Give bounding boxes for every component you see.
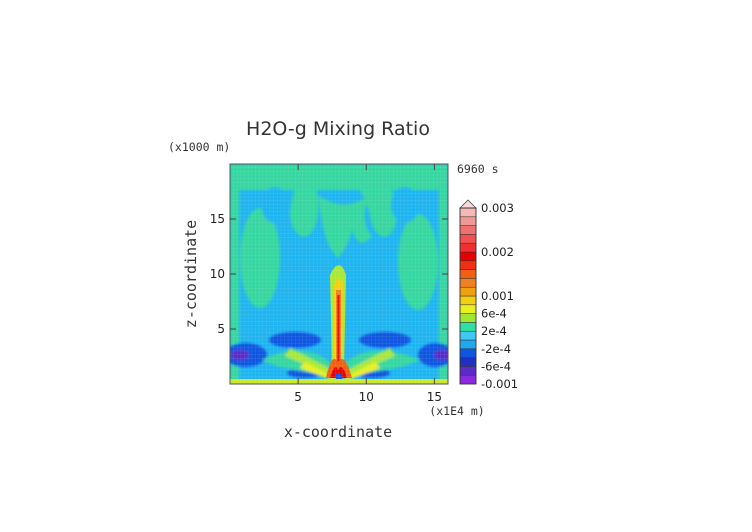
x-tick-label: 5: [294, 390, 302, 404]
colorbar-segment: [459, 295, 477, 306]
contour-arm-right-inner: [344, 362, 380, 381]
x-unit-label: (x1E4 m): [429, 404, 484, 418]
colorbar-segment: [459, 286, 477, 297]
contour-upper-lobe-right: [354, 164, 397, 237]
contour-arm-left: [285, 348, 336, 376]
colorbar-label: 0.003: [481, 201, 514, 215]
colorbar: 0.003 0.002 0.001 6e-4 2e-4 -2e-4 -6e-4 -0.001: [459, 199, 518, 391]
colorbar-segment: [459, 357, 477, 367]
colorbar-label: 0.001: [481, 289, 514, 303]
colorbar-label: -0.001: [481, 377, 518, 391]
contour-upper-lobe-left: [290, 164, 319, 237]
contour-lowblue-mid-right: [359, 332, 411, 348]
colorbar-segment: [459, 339, 477, 350]
colorbar-segment: [459, 234, 477, 244]
colorbar-segment: [459, 251, 477, 262]
y-axis-label: z-coordinate: [182, 220, 200, 328]
contour-hole-right: [391, 187, 419, 223]
contour-lowpurple-right: [434, 350, 448, 360]
contour-anvil: [318, 195, 372, 258]
contour-hole-left: [261, 187, 289, 223]
contour-lobe-right: [398, 214, 438, 310]
contour-surface-strip: [230, 379, 448, 384]
colorbar-segment: [459, 216, 477, 226]
contour-arm-right: [344, 348, 395, 376]
contour-lowblue-mid-left: [269, 332, 321, 348]
colorbar-label: 2e-4: [481, 324, 507, 338]
y-tick-label: 15: [210, 212, 225, 226]
colorbar-segment: [459, 207, 477, 218]
colorbar-segment: [459, 330, 477, 341]
colorbar-segment: [459, 374, 477, 385]
colorbar-segment: [459, 366, 477, 376]
contour-base-blue: [336, 374, 342, 380]
x-tick-label: 15: [427, 390, 442, 404]
x-axis: 5 10 15: [294, 164, 442, 404]
contour-base-red: [330, 367, 347, 378]
contour-top-band: [230, 164, 448, 190]
colorbar-arrow: [459, 199, 477, 209]
colorbar-frame: [459, 207, 477, 385]
colorbar-label: 0.002: [481, 245, 514, 259]
colorbar-segment: [459, 304, 477, 314]
colorbar-segment: [459, 242, 477, 253]
plot-area: [230, 164, 448, 384]
colorbar-label: -6e-4: [481, 359, 511, 373]
colorbar-segment: [459, 348, 477, 358]
chart-title: H2O-g Mixing Ratio: [246, 118, 430, 140]
time-label: 6960 s: [457, 162, 499, 176]
colorbar-segment: [459, 260, 477, 270]
colorbar-segment: [459, 225, 477, 235]
colorbar-segment: [459, 322, 477, 332]
contour-lowpurple-left: [231, 350, 249, 360]
contour-lowblue-right: [418, 343, 448, 367]
colorbar-segment: [459, 269, 477, 279]
colorbar-segment: [459, 313, 477, 323]
grid-texture: [230, 164, 448, 384]
colorbar-label: 6e-4: [481, 307, 507, 321]
contour-lobe-left: [240, 208, 280, 308]
colorbar-label: -2e-4: [481, 342, 511, 356]
x-tick-label: 10: [359, 390, 374, 404]
y-unit-label: (x1000 m): [168, 140, 230, 154]
contour-plume-core: [337, 295, 340, 375]
x-axis-label: x-coordinate: [284, 423, 392, 441]
y-axis: 5 10 15: [210, 212, 448, 336]
y-tick-label: 10: [210, 267, 225, 281]
colorbar-segment: [459, 278, 477, 288]
y-tick-label: 5: [217, 322, 225, 336]
